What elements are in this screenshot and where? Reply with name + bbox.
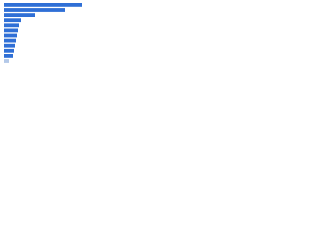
bar [4, 59, 9, 63]
bar [4, 38, 16, 43]
chart [4, 3, 82, 63]
page: (() => { const data = JSON.parse(documen… [0, 0, 320, 71]
bar [4, 23, 19, 28]
bar [4, 18, 21, 23]
bar [4, 33, 17, 38]
bar [4, 3, 82, 7]
bar [4, 54, 13, 58]
bar [4, 48, 14, 53]
bar [4, 13, 35, 17]
bar [4, 8, 65, 12]
bar [4, 28, 18, 33]
bar [4, 43, 15, 48]
